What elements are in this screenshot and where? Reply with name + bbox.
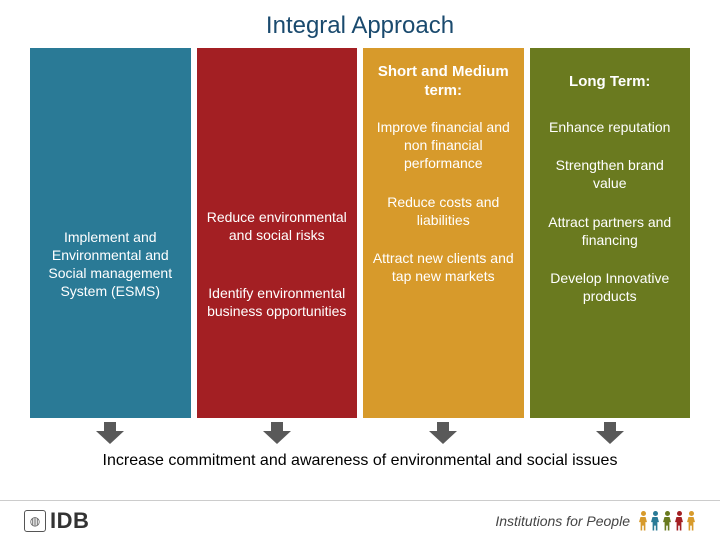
column-4-item: Strengthen brand value (536, 156, 685, 192)
column-2: Reduce environmental and social risks Id… (197, 48, 358, 418)
footer: ◍ IDB Institutions for People (0, 500, 720, 540)
slide-title: Integral Approach (0, 0, 720, 48)
column-2-item: Reduce environmental and social risks (203, 208, 352, 244)
column-2-body: Reduce environmental and social risks Id… (203, 112, 352, 410)
idb-logo: ◍ IDB (24, 508, 89, 534)
arrow-slot (30, 422, 191, 444)
arrow-slot (197, 422, 358, 444)
person-icon (674, 511, 684, 531)
column-4-header: Long Term: (536, 56, 685, 112)
person-icon (638, 511, 648, 531)
column-1-header (36, 56, 185, 112)
column-4: Long Term: Enhance reputation Strengthen… (530, 48, 691, 418)
logo-text: IDB (50, 508, 89, 534)
column-1: Implement and Environmental and Social m… (30, 48, 191, 418)
person-icon (686, 511, 696, 531)
column-4-item: Attract partners and financing (536, 213, 685, 249)
columns-container: Implement and Environmental and Social m… (0, 48, 720, 418)
down-arrow-icon (596, 422, 624, 444)
column-4-item: Develop Innovative products (536, 269, 685, 305)
column-3-item: Reduce costs and liabilities (369, 193, 518, 229)
column-3-item: Attract new clients and tap new markets (369, 249, 518, 285)
tagline: Institutions for People (495, 511, 696, 531)
down-arrow-icon (96, 422, 124, 444)
column-3-item: Improve financial and non financial perf… (369, 118, 518, 173)
column-1-item: Implement and Environmental and Social m… (36, 228, 185, 301)
column-4-item: Enhance reputation (536, 118, 685, 136)
bottom-summary: Increase commitment and awareness of env… (0, 444, 720, 470)
column-1-body: Implement and Environmental and Social m… (36, 112, 185, 410)
arrow-slot (363, 422, 524, 444)
column-3-header: Short and Medium term: (369, 56, 518, 112)
person-icon (662, 511, 672, 531)
down-arrow-icon (263, 422, 291, 444)
tagline-text: Institutions for People (495, 513, 630, 529)
column-3: Short and Medium term: Improve financial… (363, 48, 524, 418)
down-arrow-icon (429, 422, 457, 444)
column-2-header (203, 56, 352, 112)
arrows-row (0, 418, 720, 444)
column-4-body: Enhance reputation Strengthen brand valu… (536, 112, 685, 410)
globe-icon: ◍ (24, 510, 46, 532)
person-icon (650, 511, 660, 531)
column-2-item: Identify environmental business opportun… (203, 284, 352, 320)
arrow-slot (530, 422, 691, 444)
column-3-body: Improve financial and non financial perf… (369, 112, 518, 410)
people-icons (638, 511, 696, 531)
